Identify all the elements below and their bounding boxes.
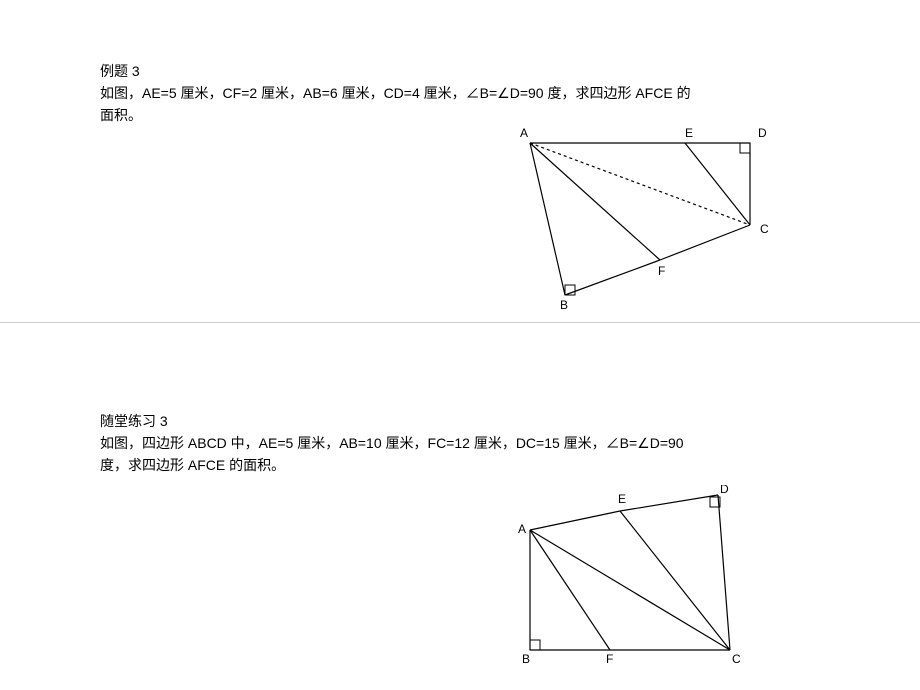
problem1-title: 例题 3 bbox=[100, 60, 820, 82]
svg-text:A: A bbox=[520, 126, 528, 140]
problem2-diagram: A E D B F C bbox=[510, 485, 770, 665]
svg-text:B: B bbox=[560, 298, 568, 310]
svg-text:A: A bbox=[518, 522, 526, 536]
example-problem-3: 例题 3 如图，AE=5 厘米，CF=2 厘米，AB=6 厘米，CD=4 厘米，… bbox=[100, 60, 820, 126]
divider-line bbox=[0, 322, 920, 323]
practice-problem-3: 随堂练习 3 如图，四边形 ABCD 中，AE=5 厘米，AB=10 厘米，FC… bbox=[100, 410, 820, 476]
svg-text:C: C bbox=[760, 222, 769, 236]
svg-text:D: D bbox=[720, 485, 729, 496]
problem2-text-line1: 如图，四边形 ABCD 中，AE=5 厘米，AB=10 厘米，FC=12 厘米，… bbox=[100, 432, 820, 454]
problem2-text-line2: 度，求四边形 AFCE 的面积。 bbox=[100, 454, 820, 476]
svg-text:E: E bbox=[685, 126, 693, 140]
svg-text:E: E bbox=[618, 492, 626, 506]
svg-text:F: F bbox=[606, 652, 613, 665]
problem2-title: 随堂练习 3 bbox=[100, 410, 820, 432]
svg-text:D: D bbox=[758, 126, 767, 140]
svg-text:C: C bbox=[732, 652, 741, 665]
svg-text:F: F bbox=[658, 264, 665, 278]
problem1-text-line1: 如图，AE=5 厘米，CF=2 厘米，AB=6 厘米，CD=4 厘米，∠B=∠D… bbox=[100, 82, 820, 104]
svg-text:B: B bbox=[522, 652, 530, 665]
problem1-diagram: A E D C F B bbox=[510, 125, 790, 310]
problem1-text-line2: 面积。 bbox=[100, 104, 820, 126]
